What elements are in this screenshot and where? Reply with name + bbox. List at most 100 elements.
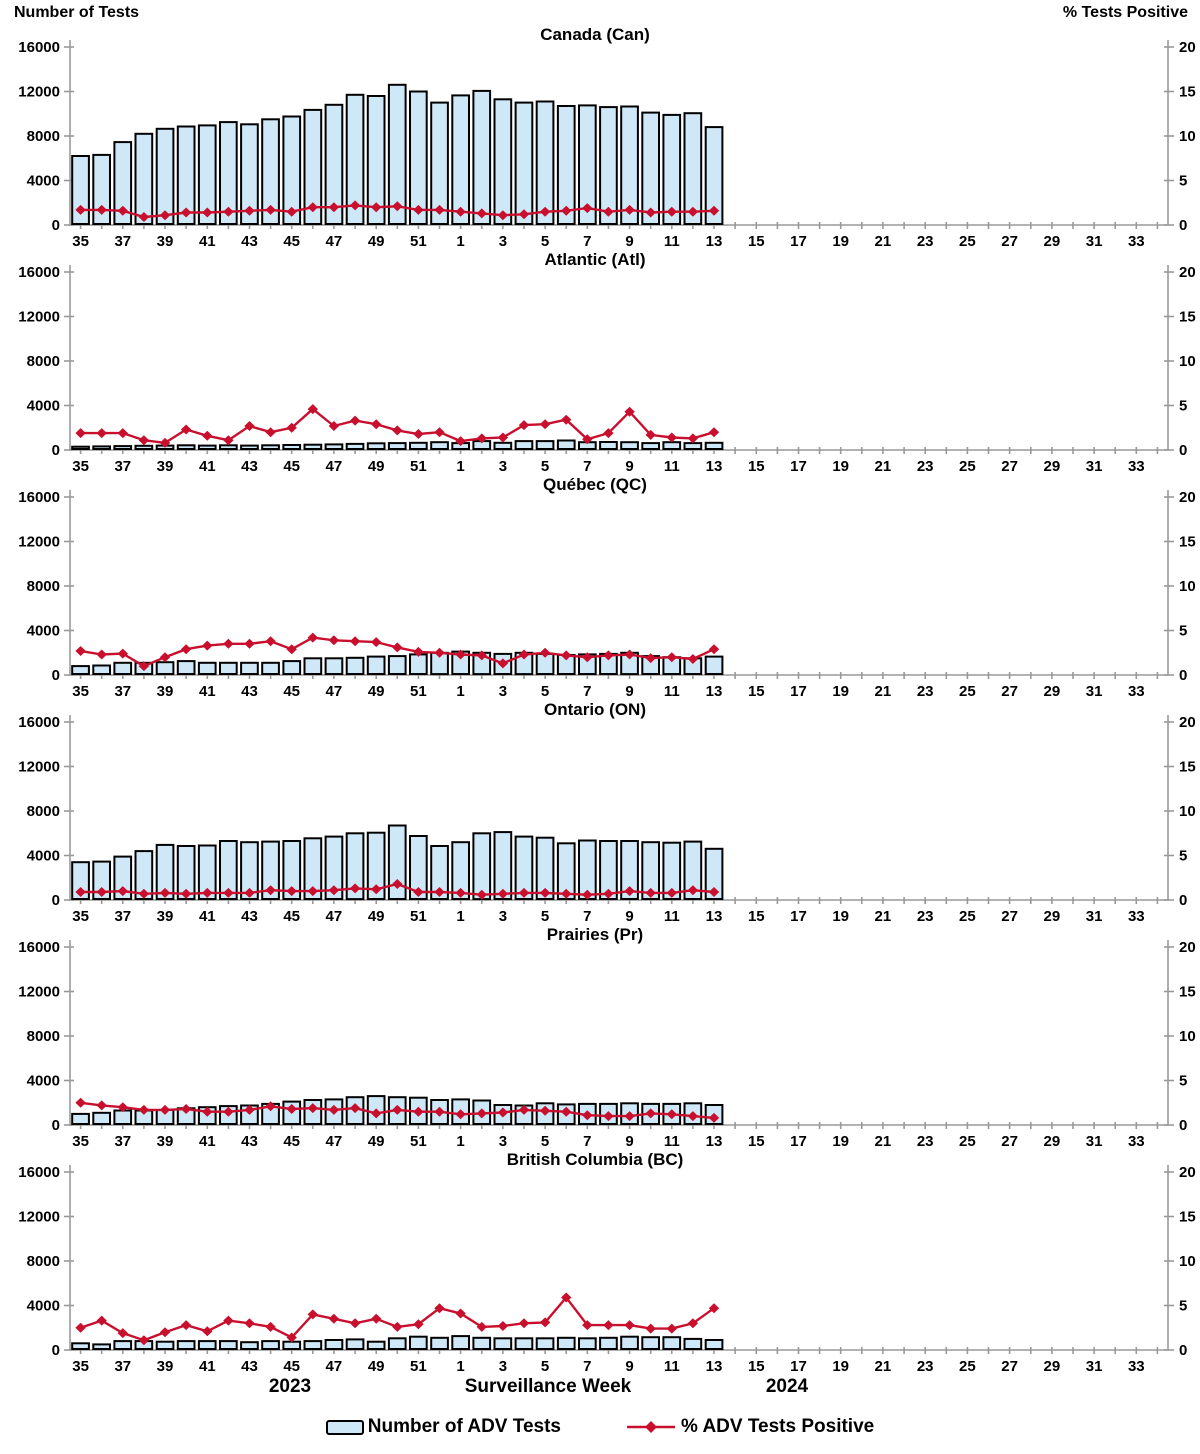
- bar-week-40: [176, 660, 196, 676]
- svg-text:7: 7: [583, 683, 591, 697]
- marker-week-35: [75, 887, 86, 897]
- svg-text:16000: 16000: [18, 1164, 60, 1181]
- marker-week-11: [666, 887, 677, 898]
- svg-text:37: 37: [114, 233, 131, 247]
- marker-week-47: [328, 1104, 340, 1115]
- marker-week-3: [497, 1107, 509, 1118]
- svg-text:1: 1: [456, 908, 464, 922]
- panel-title: Ontario (ON): [544, 700, 646, 719]
- bar-week-36: [92, 153, 112, 225]
- svg-text:41: 41: [199, 1358, 216, 1372]
- svg-text:1: 1: [456, 233, 464, 247]
- bar-week-1: [451, 1335, 470, 1351]
- marker-week-3: [497, 1321, 509, 1331]
- marker-week-42: [223, 638, 234, 649]
- svg-text:49: 49: [368, 458, 385, 472]
- bar-week-13: [704, 1339, 724, 1350]
- bar-week-12: [683, 112, 703, 225]
- marker-week-3: [497, 432, 509, 443]
- svg-text:31: 31: [1086, 233, 1103, 247]
- bar-week-11: [662, 113, 682, 225]
- chart-panel-prairies: Prairies (Pr) 0 4000 8000 12000 16000 0 5 10 15 20…: [0, 922, 1200, 1147]
- svg-text:49: 49: [368, 1358, 385, 1372]
- marker-week-11: [666, 432, 677, 443]
- bar-week-37: [113, 141, 133, 225]
- marker-week-35: [75, 204, 86, 215]
- marker-week-44: [265, 427, 276, 438]
- svg-text:16000: 16000: [18, 714, 60, 731]
- legend: Number of ADV Tests % ADV Tests Positive: [0, 1406, 1200, 1448]
- svg-text:11: 11: [664, 458, 680, 472]
- svg-text:19: 19: [832, 683, 849, 697]
- marker-week-37: [117, 205, 128, 216]
- marker-week-8: [603, 428, 614, 439]
- bar-week-12: [683, 442, 703, 451]
- marker-week-12: [687, 433, 699, 444]
- bar-week-10: [641, 1336, 660, 1350]
- marker-week-9: [624, 886, 635, 897]
- svg-text:47: 47: [326, 458, 343, 472]
- bar-week-46: [303, 657, 323, 676]
- bar-week-9: [620, 1335, 639, 1350]
- bar-week-37: [113, 1340, 133, 1351]
- legend-line-swatch-icon: [626, 1421, 675, 1433]
- x-axis-tick-labels: 35 37 39 41 43 45 47 49 51 1 3 5 7 9 11 13 15 17 19 21 23 25 2…: [72, 908, 1144, 922]
- svg-text:0: 0: [1179, 442, 1187, 459]
- svg-text:29: 29: [1044, 233, 1061, 247]
- panel-title: Prairies (Pr): [547, 925, 643, 944]
- right-axis-tick-labels: 0 5 10 15 20: [1179, 489, 1196, 684]
- bar-week-41: [197, 661, 217, 676]
- bar-week-51: [409, 441, 428, 451]
- marker-week-43: [244, 1318, 255, 1329]
- marker-week-46: [307, 1103, 318, 1114]
- svg-text:9: 9: [625, 458, 633, 472]
- svg-text:51: 51: [410, 683, 427, 697]
- svg-text:21: 21: [875, 1133, 892, 1147]
- panel-title: Atlantic (Atl): [544, 250, 645, 269]
- marker-week-50: [392, 1321, 403, 1332]
- marker-week-6: [561, 650, 572, 661]
- svg-text:49: 49: [368, 1133, 385, 1147]
- svg-text:31: 31: [1086, 908, 1103, 922]
- bars-number-of-tests: [71, 83, 724, 226]
- marker-week-50: [392, 642, 403, 653]
- svg-text:25: 25: [959, 908, 976, 922]
- pct-positive-line: [80, 1295, 715, 1342]
- svg-text:13: 13: [706, 683, 723, 697]
- marker-week-10: [645, 207, 656, 218]
- marker-week-45: [286, 1104, 297, 1114]
- bar-week-3: [493, 1337, 513, 1351]
- svg-text:19: 19: [832, 458, 849, 472]
- bar-week-13: [704, 655, 724, 676]
- svg-text:8000: 8000: [27, 578, 60, 595]
- svg-text:21: 21: [875, 683, 892, 697]
- svg-text:39: 39: [157, 1133, 174, 1147]
- svg-text:15: 15: [1179, 759, 1196, 776]
- marker-week-46: [307, 1309, 318, 1320]
- svg-text:9: 9: [625, 908, 633, 922]
- marker-week-13: [708, 644, 720, 655]
- marker-week-41: [202, 640, 213, 651]
- panel-title: Québec (QC): [543, 475, 647, 494]
- bar-week-42: [219, 840, 238, 900]
- bar-week-37: [113, 661, 133, 676]
- marker-week-9: [624, 406, 635, 417]
- svg-text:10: 10: [1179, 353, 1196, 370]
- svg-text:8000: 8000: [27, 1253, 60, 1270]
- marker-week-46: [307, 202, 318, 213]
- marker-week-38: [138, 435, 150, 446]
- chart-panel-atlantic: Atlantic (Atl) 0 4000 8000 12000 16000 0 5 10 15 2…: [0, 247, 1200, 472]
- svg-text:51: 51: [410, 1358, 427, 1372]
- marker-week-2: [476, 1108, 487, 1119]
- marker-week-12: [687, 654, 699, 664]
- svg-text:31: 31: [1086, 1358, 1103, 1372]
- svg-text:10: 10: [1179, 128, 1196, 145]
- bar-week-6: [556, 439, 576, 450]
- svg-text:45: 45: [283, 908, 300, 922]
- x-axis-title: Surveillance Week: [464, 1376, 632, 1397]
- marker-week-47: [328, 635, 340, 646]
- marker-week-7: [582, 434, 593, 445]
- svg-text:3: 3: [499, 458, 507, 472]
- bar-week-51: [409, 653, 428, 675]
- svg-text:10: 10: [1179, 578, 1196, 595]
